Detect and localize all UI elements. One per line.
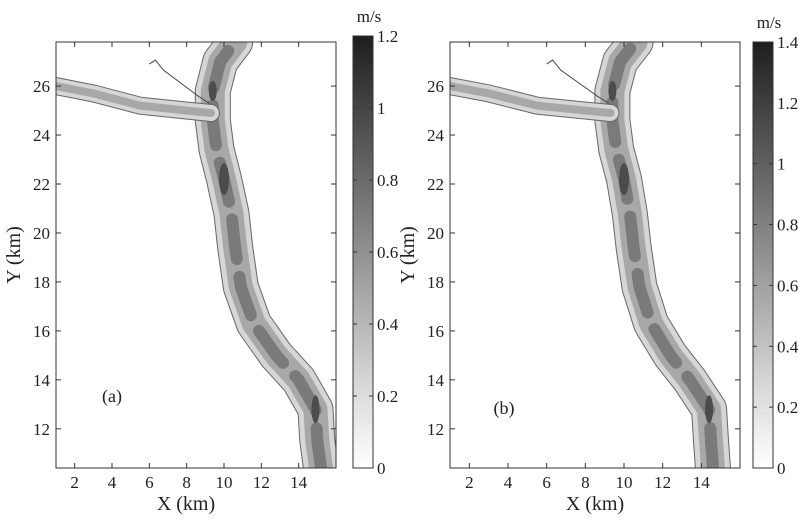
speed-core (311, 395, 320, 424)
y-tick-label: 26 (427, 77, 444, 96)
speed-core (619, 163, 629, 196)
x-tick-label: 8 (581, 473, 590, 492)
side-channel-band-mid (450, 82, 615, 117)
colorbar-fill (752, 41, 774, 469)
panel-label: (b) (494, 398, 515, 419)
colorbar-tick-label: 0.2 (777, 398, 798, 417)
x-tick-label: 14 (290, 473, 308, 492)
y-tick-label: 20 (427, 224, 444, 243)
speed-core (219, 163, 229, 196)
speed-field (56, 42, 336, 468)
x-tick-label: 8 (182, 473, 191, 492)
y-tick-label: 16 (33, 322, 50, 341)
y-tick-label: 22 (427, 175, 444, 194)
x-tick-label: 12 (654, 473, 671, 492)
colorbar-tick-label: 0.6 (777, 276, 798, 295)
panel-label: (a) (102, 386, 122, 407)
y-tick-label: 12 (33, 420, 50, 439)
y-tick-label: 24 (427, 126, 445, 145)
colorbar-tick-label: 0.2 (377, 387, 398, 406)
y-tick-label: 18 (33, 273, 50, 292)
y-tick-label: 12 (427, 420, 444, 439)
colorbar: 0 0.2 0.4 0.6 0.8 1 1.2m/s (352, 7, 399, 478)
tributary-line (546, 59, 609, 104)
colorbar-tick-label: 0.4 (377, 315, 399, 334)
side-channel-band-mid (56, 82, 215, 117)
colorbar-tick-label: 0.8 (777, 216, 798, 235)
colorbar-tick-label: 1.4 (777, 33, 799, 52)
speed-core (208, 80, 217, 101)
tributary-line (149, 59, 210, 104)
x-tick-label: 14 (693, 473, 711, 492)
x-tick-label: 4 (504, 473, 513, 492)
y-tick-label: 18 (427, 273, 444, 292)
x-tick-label: 12 (253, 473, 270, 492)
colorbar-unit: m/s (357, 7, 382, 26)
speed-field (450, 42, 731, 468)
x-tick-label: 10 (616, 473, 633, 492)
y-tick-label: 22 (33, 175, 50, 194)
colorbar-tick-label: 0.6 (377, 243, 398, 262)
y-tick-label: 16 (427, 322, 444, 341)
x-axis-label: X (km) (157, 493, 215, 515)
y-axis-label: Y (km) (397, 226, 419, 284)
colorbar-tick-label: 0 (377, 459, 386, 478)
colorbar-tick-label: 0.8 (377, 171, 398, 190)
colorbar: 0 0.2 0.4 0.6 0.8 1 1.2 1.4m/s (752, 13, 799, 478)
x-tick-label: 6 (145, 473, 154, 492)
y-tick-label: 14 (427, 371, 445, 390)
plot-frame (449, 41, 741, 469)
y-tick-label: 24 (33, 126, 51, 145)
colorbar-tick-label: 0 (777, 459, 786, 478)
x-tick-label: 2 (465, 473, 474, 492)
colorbar-tick-label: 1 (777, 155, 786, 174)
y-tick-label: 26 (33, 77, 50, 96)
x-axis-label: X (km) (566, 493, 624, 515)
x-tick-label: 10 (216, 473, 233, 492)
colorbar-tick-label: 1.2 (777, 94, 798, 113)
speed-core (608, 80, 617, 101)
x-tick-label: 6 (542, 473, 551, 492)
x-tick-label: 2 (70, 473, 79, 492)
speed-core (705, 395, 714, 424)
y-axis-label: Y (km) (3, 226, 25, 284)
colorbar-unit: m/s (757, 13, 782, 32)
plot-frame (55, 41, 337, 469)
y-tick-label: 14 (33, 371, 51, 390)
colorbar-tick-label: 1.2 (377, 27, 398, 46)
colorbar-tick-label: 1 (377, 99, 386, 118)
y-tick-label: 20 (33, 224, 50, 243)
x-tick-label: 4 (108, 473, 117, 492)
colorbar-tick-label: 0.4 (777, 337, 799, 356)
